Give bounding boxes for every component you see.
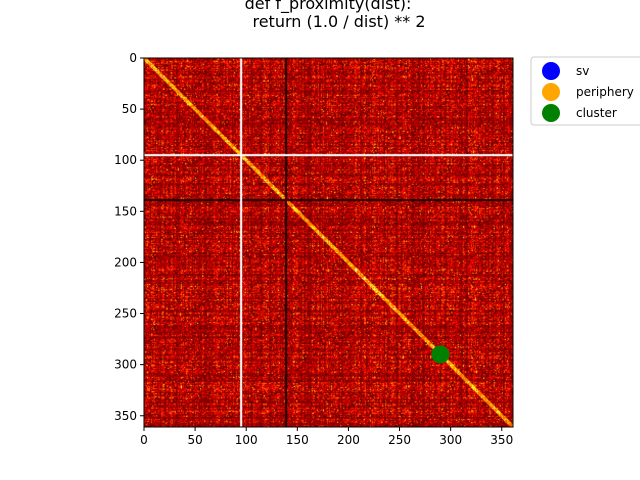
y-tick-label: 200 bbox=[114, 255, 137, 269]
x-tick-label: 0 bbox=[140, 433, 148, 447]
heatmap-image bbox=[144, 58, 513, 427]
legend-label-sv: sv bbox=[576, 64, 589, 78]
cluster-point bbox=[431, 345, 450, 364]
axes-frame bbox=[143, 57, 514, 428]
x-tick-label: 200 bbox=[337, 433, 360, 447]
x-tick-label: 50 bbox=[187, 433, 202, 447]
y-tick-label: 150 bbox=[114, 204, 137, 218]
heatmap-axes: 0 50 100 150 200 250 300 350 0 50 100 150 200 250 300… bbox=[114, 51, 514, 447]
x-tick-label: 100 bbox=[235, 433, 258, 447]
x-axis-ticks: 0 50 100 150 200 250 300 350 bbox=[140, 427, 513, 447]
y-tick-label: 100 bbox=[114, 153, 137, 167]
legend-marker-periphery bbox=[542, 83, 560, 101]
y-axis-ticks: 0 50 100 150 200 250 300 350 bbox=[114, 51, 144, 423]
y-tick-label: 0 bbox=[129, 51, 137, 65]
y-tick-label: 250 bbox=[114, 307, 137, 321]
chart-title-line-1: def f_proximity(dist): bbox=[245, 0, 412, 14]
scatter-points bbox=[431, 345, 450, 364]
x-tick-label: 350 bbox=[490, 433, 513, 447]
y-tick-label: 350 bbox=[114, 409, 137, 423]
x-tick-label: 150 bbox=[286, 433, 309, 447]
x-tick-label: 250 bbox=[388, 433, 411, 447]
legend-label-periphery: periphery bbox=[576, 85, 634, 99]
legend-label-cluster: cluster bbox=[576, 106, 617, 120]
y-tick-label: 300 bbox=[114, 358, 137, 372]
y-tick-label: 50 bbox=[122, 102, 137, 116]
legend-marker-cluster bbox=[542, 104, 560, 122]
chart-title-line-2: return (1.0 / dist) ** 2 bbox=[252, 12, 425, 31]
legend-marker-sv bbox=[542, 62, 560, 80]
x-tick-label: 300 bbox=[439, 433, 462, 447]
legend: sv periphery cluster bbox=[530, 56, 640, 126]
